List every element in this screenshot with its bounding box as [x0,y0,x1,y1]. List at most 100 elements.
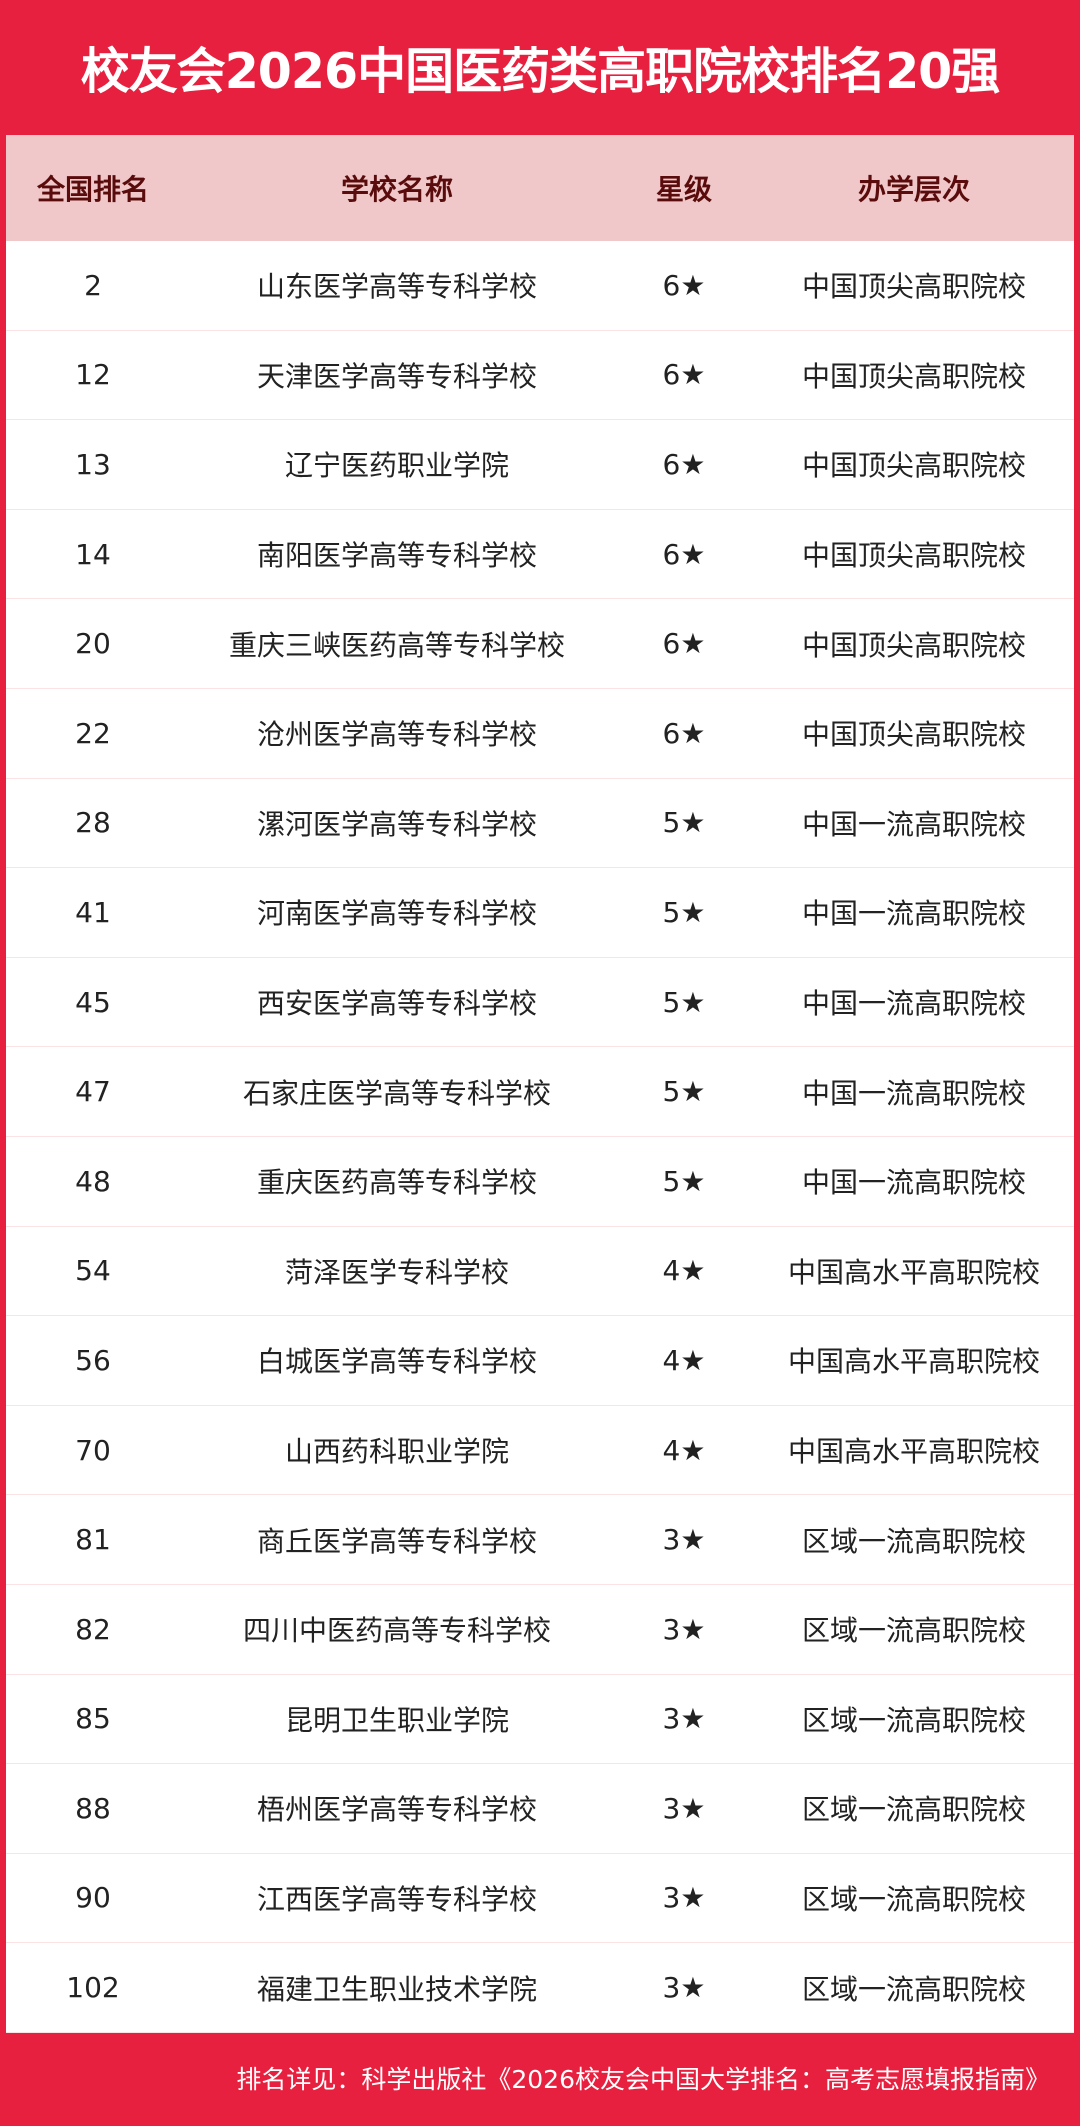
rank-cell: 45 [75,985,111,1019]
rank-cell: 22 [75,716,111,750]
stars-cell: 3★ [662,1702,706,1736]
stars-cell: 3★ [662,1523,706,1557]
rank-cell: 41 [75,895,111,929]
school-cell: 菏泽医学专科学校 [284,1255,509,1289]
rank-cell: 20 [75,627,111,661]
school-cell: 河南医学高等专科学校 [256,897,537,931]
stars-cell: 3★ [662,1881,706,1915]
school-cell: 白城医学高等专科学校 [256,1345,537,1379]
stars-cell: 5★ [662,1164,706,1198]
level-cell: 区域一流高职院校 [801,1703,1026,1737]
table-row: 81 商丘医学高等专科学校 3★ 区域一流高职院校 [6,1495,1074,1585]
level-cell: 中国一流高职院校 [801,897,1026,931]
table-row: 2 山东医学高等专科学校 6★ 中国顶尖高职院校 [6,241,1074,331]
level-cell: 中国高水平高职院校 [787,1255,1040,1289]
table-row: 22 沧州医学高等专科学校 6★ 中国顶尖高职院校 [6,689,1074,779]
table-row: 54 菏泽医学专科学校 4★ 中国高水平高职院校 [6,1227,1074,1317]
table-row: 90 江西医学高等专科学校 3★ 区域一流高职院校 [6,1854,1074,1944]
header-rank: 全国排名 [36,173,149,206]
table-row: 48 重庆医药高等专科学校 5★ 中国一流高职院校 [6,1137,1074,1227]
school-cell: 山东医学高等专科学校 [256,270,537,304]
table-row: 82 四川中医药高等专科学校 3★ 区域一流高职院校 [6,1585,1074,1675]
school-cell: 天津医学高等专科学校 [256,359,537,393]
stars-cell: 4★ [662,1433,706,1467]
school-cell: 石家庄医学高等专科学校 [242,1076,551,1110]
rank-cell: 54 [75,1254,111,1288]
table-row: 85 昆明卫生职业学院 3★ 区域一流高职院校 [6,1675,1074,1765]
stars-cell: 5★ [662,985,706,1019]
table-row: 56 白城医学高等专科学校 4★ 中国高水平高职院校 [6,1316,1074,1406]
table-row: 45 西安医学高等专科学校 5★ 中国一流高职院校 [6,958,1074,1048]
table-row: 41 河南医学高等专科学校 5★ 中国一流高职院校 [6,868,1074,958]
level-cell: 中国一流高职院校 [801,1166,1026,1200]
header-stars: 星级 [655,173,712,206]
level-cell: 中国顶尖高职院校 [801,270,1026,304]
school-cell: 江西医学高等专科学校 [256,1882,537,1916]
level-cell: 区域一流高职院校 [801,1882,1026,1916]
level-cell: 区域一流高职院校 [801,1793,1026,1827]
rank-cell: 13 [75,447,111,481]
rank-cell: 88 [75,1791,111,1825]
stars-cell: 6★ [662,447,706,481]
table-body: 2 山东医学高等专科学校 6★ 中国顶尖高职院校 12 天津医学高等专科学校 6★ 中国顶尖高… [6,241,1074,2033]
school-cell: 漯河医学高等专科学校 [256,807,537,841]
source-note: 排名详见：科学出版社《2026校友会中国大学排名：高考志愿填报指南》 [236,2065,1050,2094]
school-cell: 福建卫生职业技术学院 [256,1972,537,2006]
stars-cell: 6★ [662,537,706,571]
table-row: 13 辽宁医药职业学院 6★ 中国顶尖高职院校 [6,420,1074,510]
school-cell: 山西药科职业学院 [284,1435,509,1469]
rank-cell: 2 [84,268,102,302]
table-row: 12 天津医学高等专科学校 6★ 中国顶尖高职院校 [6,331,1074,421]
level-cell: 中国顶尖高职院校 [801,628,1026,662]
rank-cell: 28 [75,806,111,840]
level-cell: 中国顶尖高职院校 [801,539,1026,573]
rank-cell: 56 [75,1343,111,1377]
table-row: 88 梧州医学高等专科学校 3★ 区域一流高职院校 [6,1764,1074,1854]
level-cell: 中国高水平高职院校 [787,1345,1040,1379]
level-cell: 中国高水平高职院校 [787,1435,1040,1469]
stars-cell: 6★ [662,627,706,661]
stars-cell: 3★ [662,1612,706,1646]
school-cell: 辽宁医药职业学院 [284,449,509,483]
table-row: 14 南阳医学高等专科学校 6★ 中国顶尖高职院校 [6,510,1074,600]
school-cell: 四川中医药高等专科学校 [242,1614,551,1648]
level-cell: 中国顶尖高职院校 [801,449,1026,483]
level-cell: 中国一流高职院校 [801,807,1026,841]
header-level: 办学层次 [857,173,970,206]
level-cell: 中国顶尖高职院校 [801,718,1026,752]
rank-cell: 12 [75,358,111,392]
rank-cell: 82 [75,1612,111,1646]
table-row: 28 漯河医学高等专科学校 5★ 中国一流高职院校 [6,779,1074,869]
level-cell: 中国一流高职院校 [801,987,1026,1021]
stars-cell: 4★ [662,1343,706,1377]
table-header: 全国排名 学校名称 星级 办学层次 [6,135,1074,241]
school-cell: 重庆三峡医药高等专科学校 [228,628,565,662]
stars-cell: 5★ [662,806,706,840]
level-cell: 区域一流高职院校 [801,1972,1026,2006]
table-row: 102 福建卫生职业技术学院 3★ 区域一流高职院校 [6,1943,1074,2033]
rank-cell: 48 [75,1164,111,1198]
school-cell: 西安医学高等专科学校 [256,987,537,1021]
ranking-table: 全国排名 学校名称 星级 办学层次 2 山东医学高等专科学校 6★ 中国顶尖高职院校 1… [6,135,1074,2033]
school-cell: 商丘医学高等专科学校 [256,1524,537,1558]
table-row: 20 重庆三峡医药高等专科学校 6★ 中国顶尖高职院校 [6,599,1074,689]
stars-cell: 6★ [662,716,706,750]
table-row: 47 石家庄医学高等专科学校 5★ 中国一流高职院校 [6,1047,1074,1137]
school-cell: 南阳医学高等专科学校 [256,539,537,573]
rank-cell: 85 [75,1702,111,1736]
level-cell: 中国顶尖高职院校 [801,359,1026,393]
table-row: 70 山西药科职业学院 4★ 中国高水平高职院校 [6,1406,1074,1496]
page-title: 校友会2026中国医药类高职院校排名20强 [80,43,1001,100]
stars-cell: 5★ [662,1075,706,1109]
rank-cell: 102 [66,1971,120,2005]
school-cell: 沧州医学高等专科学校 [256,718,537,752]
stars-cell: 5★ [662,895,706,929]
stars-cell: 3★ [662,1971,706,2005]
level-cell: 区域一流高职院校 [801,1614,1026,1648]
header-school: 学校名称 [340,173,453,206]
stars-cell: 4★ [662,1254,706,1288]
stars-cell: 6★ [662,358,706,392]
stars-cell: 3★ [662,1791,706,1825]
rank-cell: 14 [75,537,111,571]
level-cell: 中国一流高职院校 [801,1076,1026,1110]
